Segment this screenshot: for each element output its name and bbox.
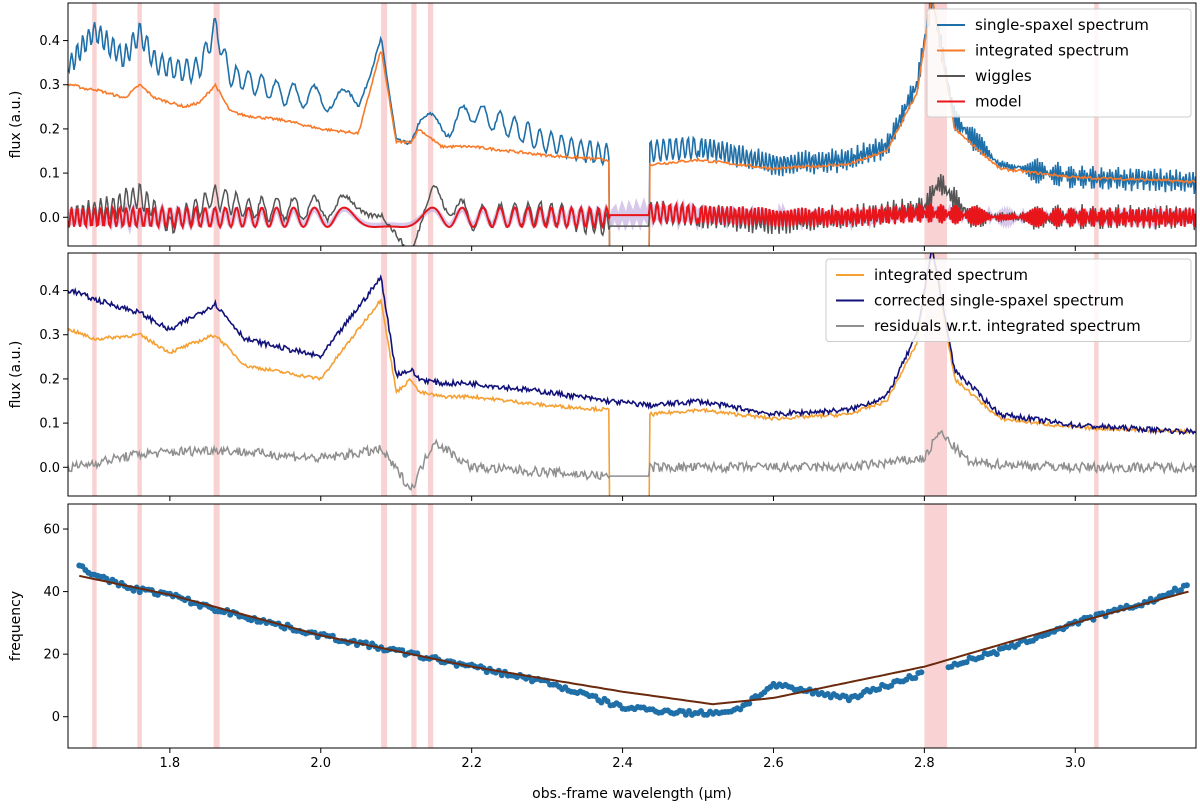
frequency-point — [978, 654, 985, 661]
frequency-point — [604, 698, 611, 705]
panel-bottom-xlabel: obs.-frame wavelength (μm) — [532, 786, 732, 802]
xtick-label: 2.6 — [763, 756, 784, 771]
ytick-label: 0.2 — [39, 122, 60, 137]
shaded-region-4 — [381, 3, 388, 246]
legend-top: single-spaxel spectrum integrated spectru… — [926, 8, 1192, 118]
ytick-label: 0.3 — [39, 328, 60, 343]
panel-middle: 0.0 0.1 0.2 0.3 0.4 flux (a.u.) integrated s… — [8, 252, 1197, 501]
frequency-point — [1177, 587, 1184, 594]
legend-label: single-spaxel spectrum — [975, 16, 1149, 34]
legend-label: residuals w.r.t. integrated spectrum — [874, 317, 1141, 335]
ytick-label: 0.0 — [39, 461, 60, 476]
ytick-label: 0.0 — [39, 211, 60, 226]
frequency-point — [876, 686, 883, 693]
shaded-region-8 — [1094, 504, 1099, 748]
shaded-region-6 — [427, 504, 434, 748]
ytick-label: 0.4 — [39, 284, 60, 299]
ytick-label: 20 — [43, 648, 60, 663]
shaded-region-1 — [92, 3, 97, 246]
legend-box — [825, 258, 1192, 342]
panel-top-ylabel: flux (a.u.) — [8, 91, 24, 159]
shaded-region-1 — [92, 253, 97, 496]
legend-label: wiggles — [975, 67, 1032, 85]
series-integrated — [68, 3, 1196, 246]
panel-bottom-ylabel: frequency — [8, 591, 24, 661]
frequency-point — [746, 700, 753, 707]
ytick-label: 60 — [43, 523, 60, 538]
shaded-region-6 — [427, 3, 434, 246]
shaded-region-3 — [213, 253, 220, 496]
ytick-label: 0.3 — [39, 78, 60, 93]
shaded-region-3 — [213, 504, 220, 748]
frequency-point — [888, 682, 895, 689]
shaded-region-8 — [1094, 253, 1099, 496]
panel-top-frame — [67, 2, 1197, 247]
frequency-point — [912, 675, 919, 681]
series-corrected — [68, 253, 1196, 436]
frequency-fit — [79, 574, 1189, 706]
shaded-region-2 — [137, 3, 142, 246]
shaded-region-8 — [1094, 3, 1099, 246]
legend-middle: integrated spectrum corrected single-spax… — [825, 258, 1192, 342]
shaded-region-5 — [411, 504, 417, 748]
legend-label: corrected single-spaxel spectrum — [874, 292, 1124, 310]
xtick-label: 1.8 — [160, 756, 181, 771]
xtick-label: 2.2 — [461, 756, 482, 771]
panel-middle-frame — [67, 252, 1197, 497]
xtick-label: 2.4 — [612, 756, 633, 771]
series-residuals — [68, 429, 1196, 491]
panel-middle-ylabel: flux (a.u.) — [8, 341, 24, 409]
panel-bottom: 0 20 40 60 1.8 2.0 2.2 2.4 2.6 2.8 3.0 frequency o… — [8, 503, 1197, 802]
ytick-label: 0.1 — [39, 417, 60, 432]
frequency-point — [963, 659, 970, 666]
ytick-label: 40 — [43, 585, 60, 600]
shaded-region-7 — [924, 504, 948, 748]
ytick-label: 0 — [52, 710, 60, 725]
shaded-region-6 — [427, 253, 434, 496]
series-integrated — [68, 253, 1196, 496]
panel-top: 0.0 0.1 0.2 0.3 0.4 flux (a.u.) single-spaxe… — [8, 2, 1197, 251]
frequency-point — [1183, 582, 1190, 589]
shaded-region-4 — [381, 253, 388, 496]
xtick-label: 2.0 — [310, 756, 331, 771]
series-model — [68, 200, 1196, 231]
shaded-region-1 — [92, 504, 97, 748]
shaded-region-2 — [137, 504, 142, 748]
legend-label: integrated spectrum — [975, 42, 1129, 60]
frequency-point — [993, 651, 1000, 658]
shaded-region-5 — [411, 3, 417, 246]
legend-box — [926, 8, 1192, 118]
ytick-label: 0.1 — [39, 167, 60, 182]
xtick-label: 2.8 — [914, 756, 935, 771]
panel-bottom-frame — [67, 503, 1197, 749]
series-single-spaxel — [68, 3, 1196, 246]
legend-label: integrated spectrum — [874, 266, 1028, 284]
shaded-region-2 — [137, 253, 142, 496]
shaded-region-4 — [381, 504, 388, 748]
legend-label: model — [975, 93, 1022, 111]
shaded-region-3 — [213, 3, 220, 246]
ytick-label: 0.4 — [39, 34, 60, 49]
ytick-label: 0.2 — [39, 372, 60, 387]
xtick-label: 3.0 — [1065, 756, 1086, 771]
frequency-point — [918, 669, 925, 676]
